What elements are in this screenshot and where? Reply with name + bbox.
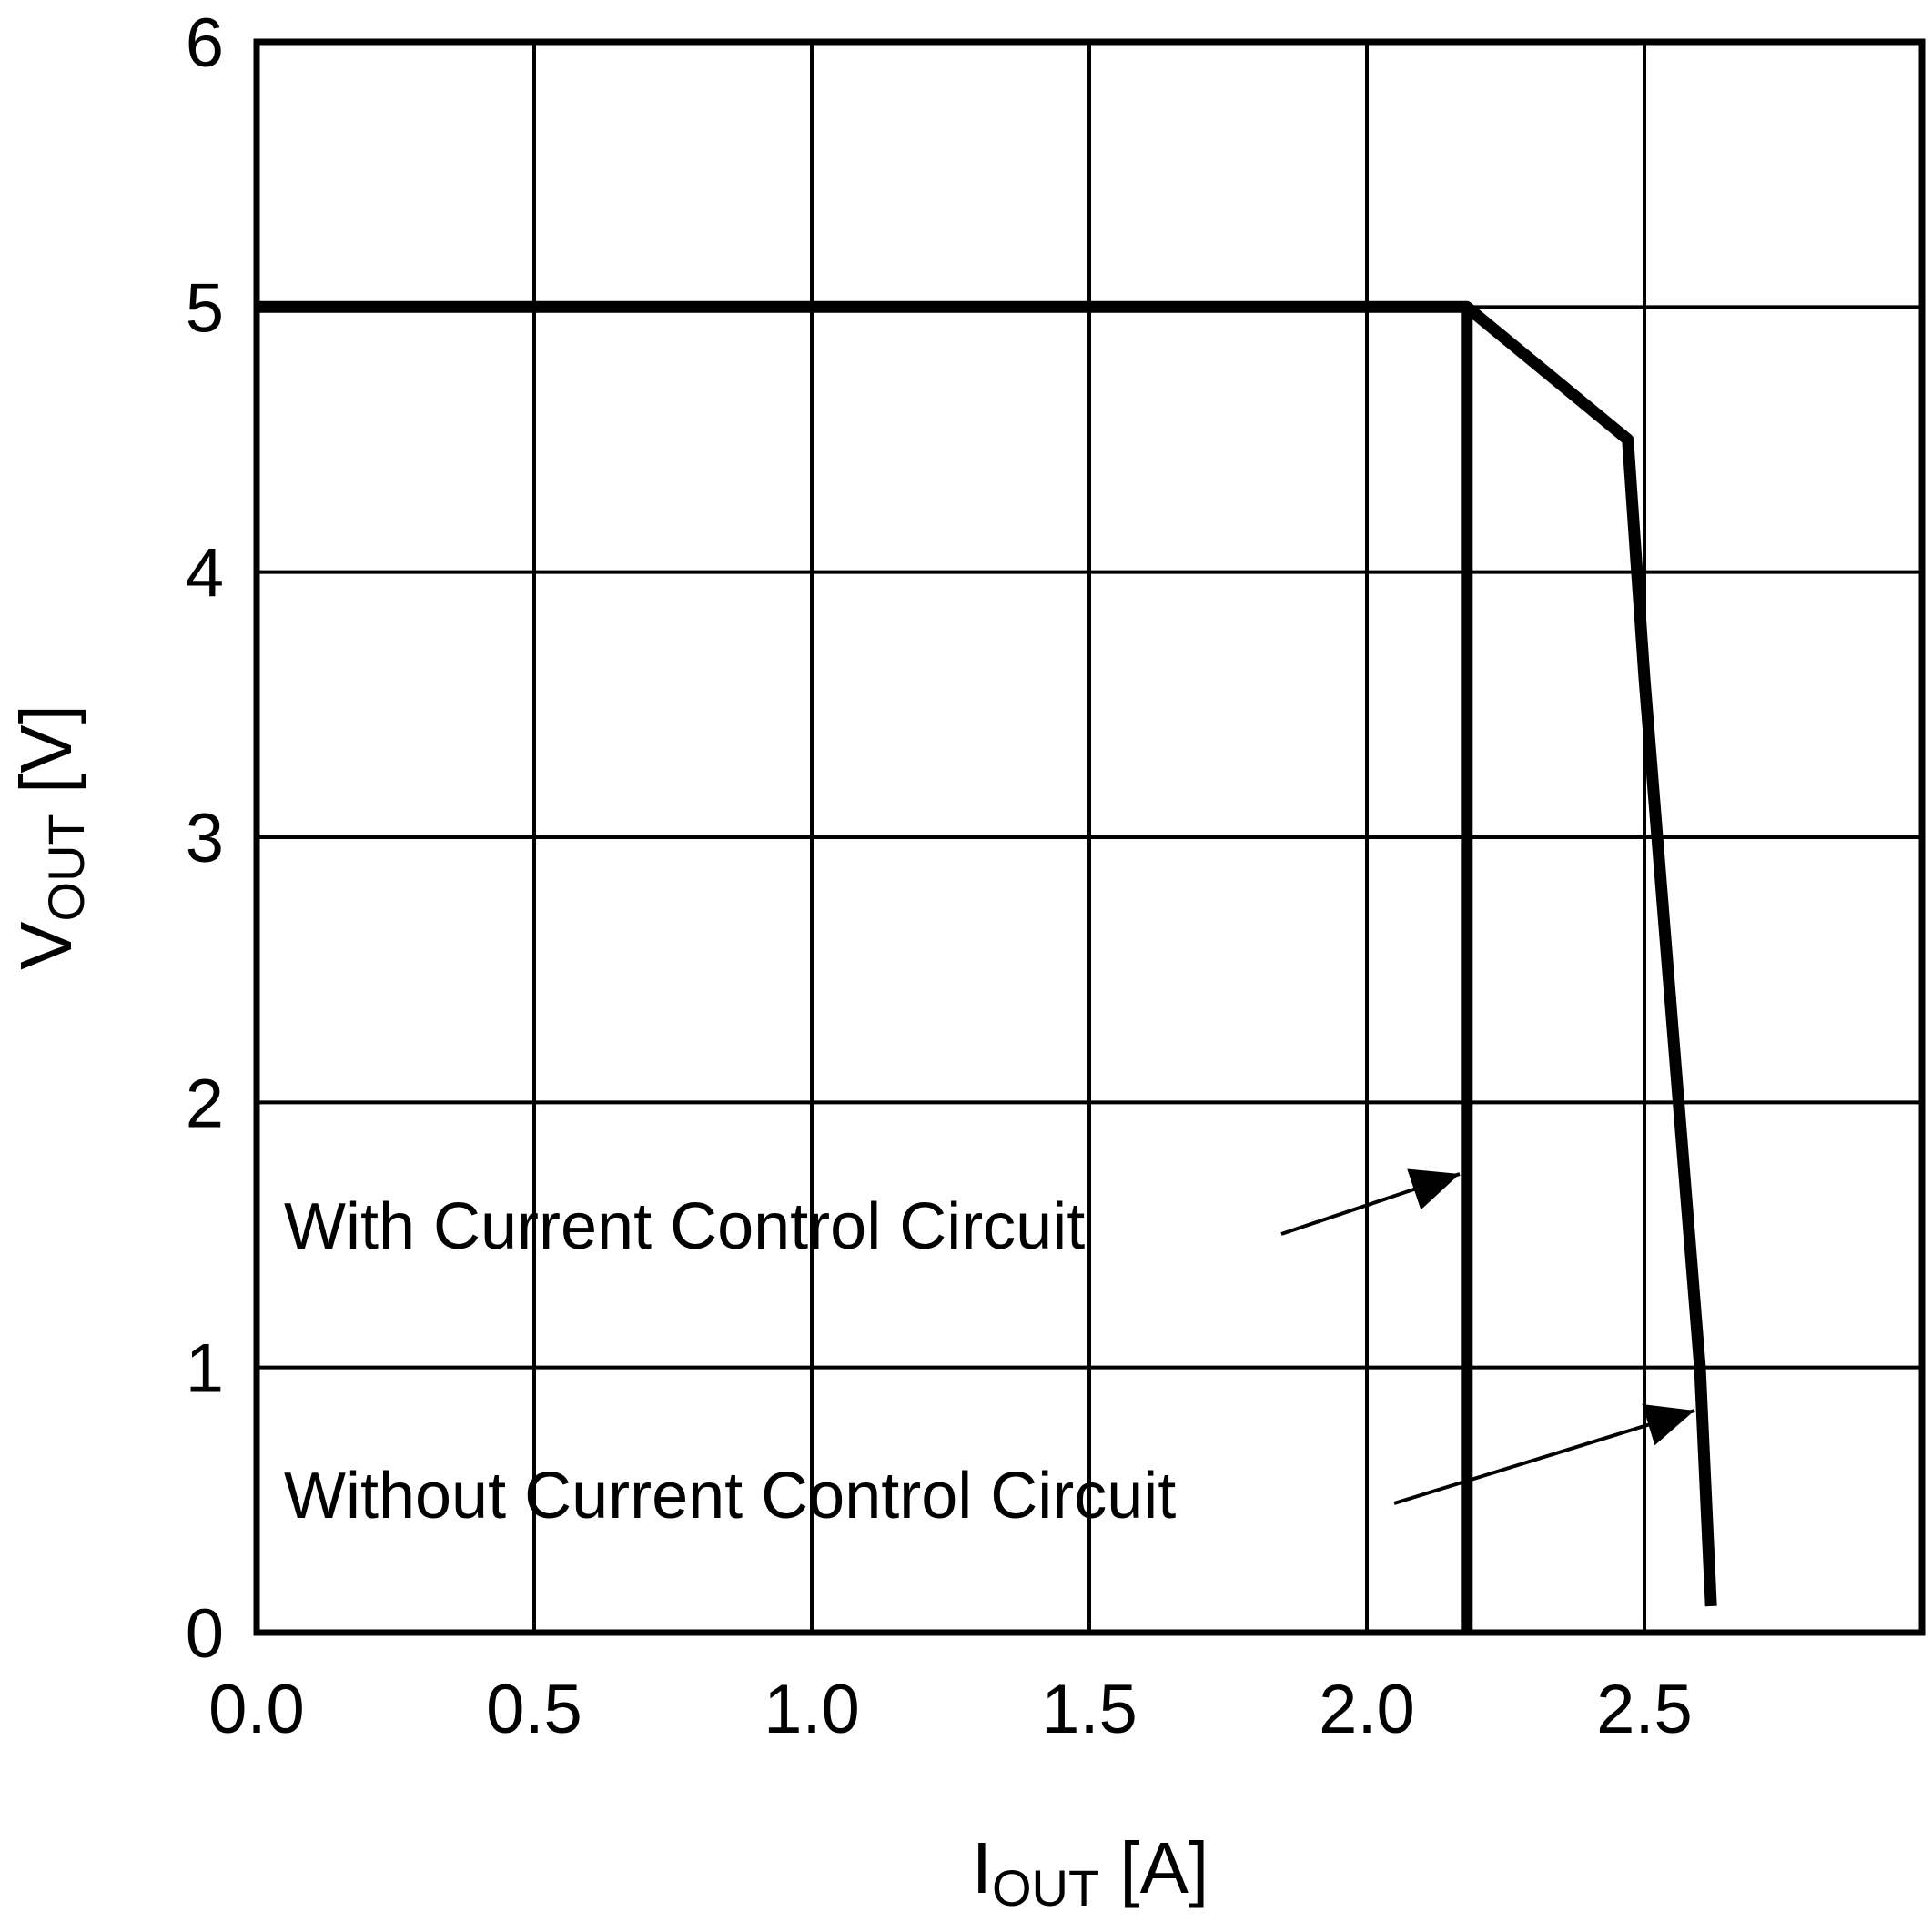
y-tick-label: 3 [186,800,224,877]
annotation-arrowhead [1407,1168,1460,1210]
annotation-label: Without Current Control Circuit [284,1460,1176,1532]
y-tick-label: 4 [186,535,224,612]
tick-labels: 0.0 0.5 1.0 1.5 2.0 2.5 0 1 2 3 4 5 6 [186,5,1693,1748]
y-tick-label: 5 [186,269,224,347]
annotations: With Current Control Circuit Without Curr… [284,1168,1695,1532]
x-tick-label: 2.5 [1596,1671,1693,1748]
x-tick-label: 0.5 [486,1671,582,1748]
annotation-arrow-line [1393,1409,1695,1505]
plot-frame [253,38,1926,1636]
x-tick-label: 2.0 [1319,1671,1415,1748]
y-tick-label: 2 [186,1065,224,1142]
x-tick-label: 1.5 [1041,1671,1138,1748]
series-line-1 [257,300,1473,1633]
annotation-label: With Current Control Circuit [284,1190,1085,1263]
series-line-2 [1462,302,1717,1607]
grid [257,42,1922,1633]
x-axis-title: IOUT [A] [972,1827,1209,1917]
y-tick-label: 6 [186,5,224,82]
x-tick-label: 1.0 [764,1671,860,1748]
y-axis-title: VOUT [V] [5,704,95,970]
x-tick-label: 0.0 [208,1671,305,1748]
y-tick-label: 1 [186,1330,224,1408]
annotation-arrowhead [1642,1404,1694,1446]
series-layer [257,300,1717,1633]
y-tick-label: 0 [186,1595,224,1673]
